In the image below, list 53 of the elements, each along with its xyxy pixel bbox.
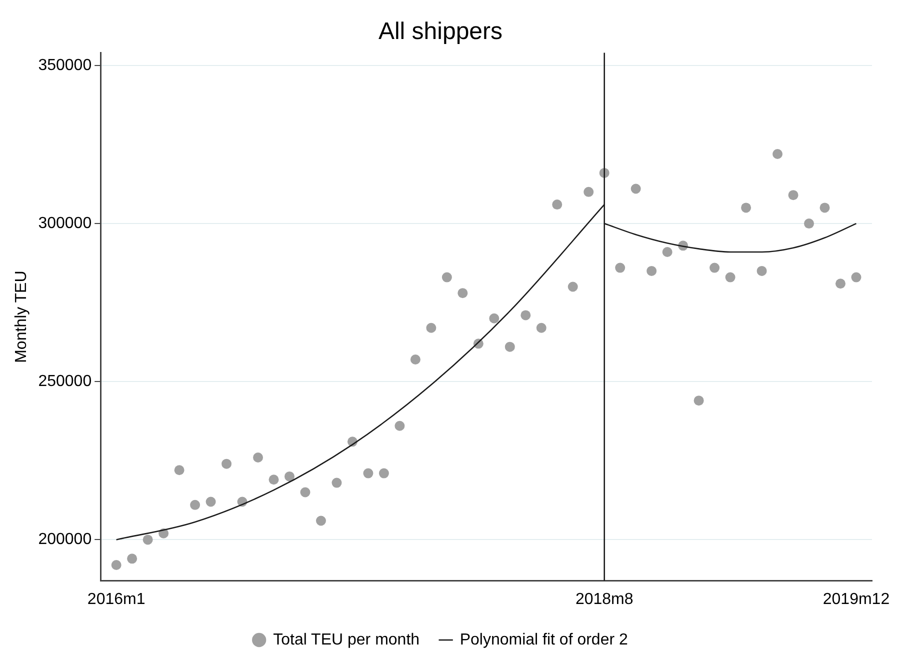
point: [835, 278, 846, 289]
point: [394, 420, 405, 431]
point: [788, 190, 798, 200]
point: [300, 487, 310, 498]
point: [363, 468, 374, 478]
point: [710, 262, 720, 273]
point: [268, 474, 279, 485]
point: [426, 322, 436, 333]
point: [489, 313, 500, 324]
point: [568, 282, 578, 292]
point: [442, 272, 452, 282]
point: [630, 184, 641, 194]
x-tick-label: 2016m1: [87, 590, 146, 608]
point: [222, 458, 232, 469]
point: [646, 266, 657, 276]
point: [584, 186, 594, 197]
legend-label: Polynomial fit of order 2: [460, 631, 628, 648]
point: [694, 396, 704, 406]
y-tick-label: 300000: [38, 214, 92, 232]
point: [316, 516, 326, 526]
y-tick-label: 200000: [38, 531, 92, 548]
chart-title: All shippers: [378, 18, 503, 46]
x-tick-label: 2019m12: [822, 590, 890, 608]
y-tick-label: 350000: [38, 56, 92, 74]
point: [458, 288, 468, 298]
point: [378, 468, 389, 478]
point: [174, 465, 184, 476]
point: [725, 272, 736, 282]
point: [142, 534, 153, 545]
x-tick-label: 2018m8: [575, 590, 634, 608]
point: [111, 560, 122, 570]
point: [520, 310, 531, 320]
point: [206, 496, 216, 507]
point: [536, 322, 546, 333]
point: [772, 148, 783, 159]
point: [662, 246, 672, 257]
point: [253, 452, 264, 462]
point: [332, 478, 342, 488]
y-tick-label: 250000: [38, 373, 92, 390]
point: [284, 471, 294, 482]
point: [552, 200, 562, 210]
point: [756, 266, 767, 276]
point: [127, 554, 138, 564]
point: [851, 272, 862, 282]
point: [190, 500, 200, 510]
point: [741, 202, 752, 213]
y-axis-title: Monthly TEU: [13, 270, 30, 363]
point: [504, 342, 515, 352]
legend-label: Total TEU per month: [273, 631, 420, 648]
point: [820, 202, 830, 213]
point: [410, 354, 420, 364]
point: [615, 262, 626, 273]
point: [804, 218, 814, 229]
